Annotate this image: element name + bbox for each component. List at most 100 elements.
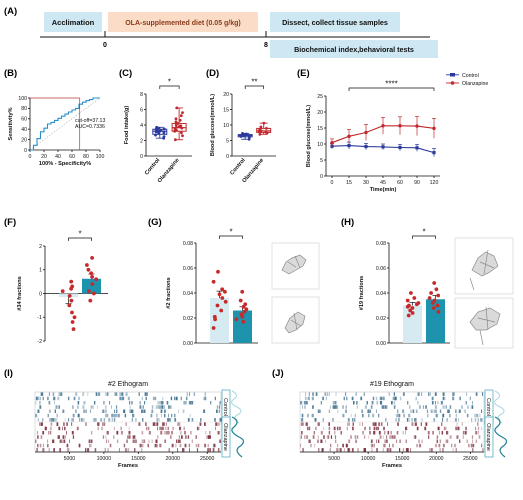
ethogram-event <box>214 396 216 401</box>
ethogram-event <box>466 413 469 418</box>
ethogram-event <box>457 426 460 431</box>
ethogram-event <box>368 435 369 439</box>
ethogram-event <box>42 448 45 452</box>
ethogram-event <box>156 418 158 422</box>
ethogram-event <box>317 435 319 439</box>
group-label-control: Control <box>485 398 491 416</box>
ethogram-event <box>122 396 125 401</box>
ethogram-event <box>362 422 363 426</box>
ethogram-event <box>438 431 440 435</box>
ethogram-event <box>391 435 393 439</box>
y-axis-title: Blood glucose(mmol/L) <box>210 94 216 156</box>
ethogram-event <box>193 392 195 396</box>
ethogram-event <box>39 422 41 426</box>
y-tick-label: 4 <box>140 123 143 129</box>
ethogram-event <box>179 443 182 448</box>
ethogram-event <box>435 413 437 418</box>
ethogram-event <box>216 409 219 413</box>
ethogram-event <box>325 439 327 443</box>
ethogram-event <box>361 409 364 413</box>
ethogram-event <box>440 401 442 405</box>
group-label-box-olanzapine <box>484 416 494 458</box>
ethogram-event <box>59 439 61 443</box>
ethogram-event <box>357 435 359 439</box>
ethogram-event <box>320 401 322 405</box>
ethogram-event <box>376 426 377 431</box>
ethogram-event <box>311 396 314 401</box>
ethogram-event <box>154 443 157 448</box>
ethogram-event <box>213 443 215 448</box>
ethogram-event <box>458 418 459 422</box>
ethogram-event <box>312 405 314 409</box>
ethogram-event <box>374 426 376 431</box>
y-tick-label: 0.00 <box>376 341 386 347</box>
panel-j-label: (J) <box>272 368 284 379</box>
ethogram-event <box>210 401 212 405</box>
ethogram-event <box>83 409 85 413</box>
ethogram-event <box>411 418 413 422</box>
bar <box>426 299 445 343</box>
y-tick-label: 5 <box>320 158 323 164</box>
ethogram-event <box>452 392 454 396</box>
ethogram-event <box>317 422 318 426</box>
ethogram-event <box>92 418 95 422</box>
ethogram-event <box>356 401 358 405</box>
ethogram-event <box>386 435 388 439</box>
ethogram-event <box>141 409 143 413</box>
ethogram-event <box>47 396 49 401</box>
y-tick-label: 60 <box>21 117 27 123</box>
ethogram-event <box>427 431 430 435</box>
ethogram-event <box>304 435 306 439</box>
ethogram-event <box>330 443 332 448</box>
significance-bracket <box>412 235 436 239</box>
ethogram-event <box>215 422 218 426</box>
panel-c-label: (C) <box>119 68 132 79</box>
ethogram-event <box>72 435 75 439</box>
ethogram-event <box>429 448 431 452</box>
ethogram-event <box>78 396 80 401</box>
y-tick-label: 0.04 <box>376 291 386 297</box>
bar-data-point <box>217 292 222 297</box>
ethogram-event <box>119 392 121 396</box>
ethogram-event <box>131 401 133 405</box>
ethogram-event <box>422 405 424 409</box>
bar-data-point <box>435 303 440 308</box>
x-tick-label: 15000 <box>395 456 410 462</box>
ethogram-event <box>82 392 85 396</box>
ethogram-event <box>160 426 163 431</box>
box-data-point <box>174 138 177 142</box>
y-tick-label: 20 <box>223 92 229 98</box>
ethogram-event <box>457 426 460 431</box>
box-data-point <box>181 111 184 114</box>
x-tick-label: 20 <box>41 154 47 160</box>
ethogram-event <box>35 413 38 418</box>
ethogram-event <box>352 426 354 431</box>
ethogram-event <box>471 435 474 439</box>
ethogram-event <box>354 413 356 418</box>
significance-marker: * <box>229 228 232 237</box>
ethogram-event <box>214 418 216 422</box>
ethogram-event <box>348 448 351 452</box>
box-data-point <box>258 128 262 132</box>
ethogram-event <box>370 443 373 448</box>
fraction-19-chart: 0.00 0.02 0.04 0.06 0.08 #19 fractions * <box>359 228 450 347</box>
ethogram-event <box>107 413 109 418</box>
ethogram-event <box>386 439 388 443</box>
ethogram-event <box>377 426 379 431</box>
ethogram-event <box>369 409 372 413</box>
ethogram-event <box>473 443 475 448</box>
ethogram-event <box>169 418 170 422</box>
roc-annotation-cutoff: cut-off=37.13 <box>75 118 105 124</box>
ethogram-event <box>326 392 328 396</box>
ethogram-event <box>82 405 85 409</box>
ethogram-event <box>411 422 414 426</box>
ethogram-event <box>330 435 332 439</box>
ethogram-event <box>142 418 144 422</box>
ethogram-event <box>179 426 182 431</box>
ethogram-event <box>387 422 388 426</box>
ethogram-event <box>312 392 314 396</box>
biochem-box <box>270 40 438 58</box>
ethogram-event <box>106 431 109 435</box>
ethogram-event <box>94 418 97 422</box>
